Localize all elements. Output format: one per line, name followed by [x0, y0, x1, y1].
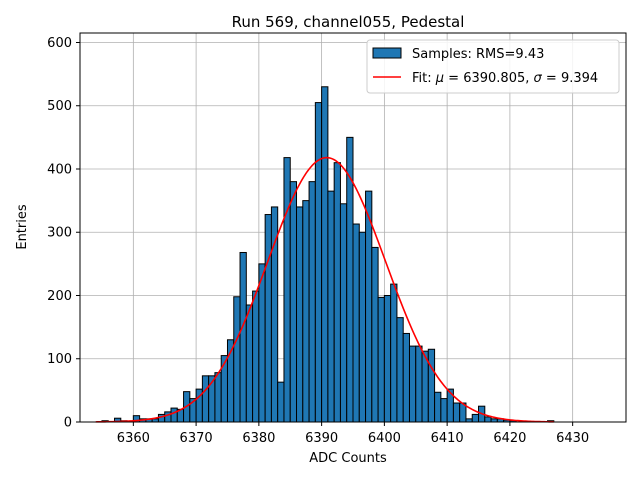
x-tick-label: 6370: [180, 431, 213, 446]
histogram-bars: [101, 86, 555, 423]
histogram-bar: [308, 181, 316, 423]
x-axis-ticks: 6360 6370 6380 6390 6400 6410 6420 6430: [117, 422, 589, 446]
legend-swatch-samples: [372, 47, 402, 59]
histogram-bar: [327, 190, 335, 423]
plot-frame: [79, 32, 627, 423]
histogram-bar: [408, 345, 417, 423]
y-tick-label: 200: [47, 289, 72, 304]
histogram-bar: [264, 214, 272, 423]
histogram-bar: [321, 86, 329, 423]
histogram-bar: [233, 296, 241, 423]
histogram-bar: [214, 372, 222, 423]
histogram-bar: [339, 203, 348, 423]
y-tick-label: 0: [64, 416, 72, 431]
histogram-bar: [302, 200, 310, 423]
histogram-bar: [201, 375, 210, 423]
histogram-bar: [396, 317, 404, 423]
histogram-bar: [484, 416, 492, 423]
chart-title: Run 569, channel055, Pedestal: [232, 13, 465, 31]
legend: Samples: RMS=9.43 Fit: μ = 6390.805, σ =…: [366, 39, 620, 94]
x-tick-label: 6380: [242, 431, 275, 446]
y-axis-title: Entries: [15, 204, 30, 250]
histogram-bar: [277, 381, 285, 423]
y-tick-label: 600: [47, 36, 72, 51]
x-tick-label: 6420: [493, 431, 526, 446]
histogram-bar: [427, 348, 436, 423]
histogram-bar: [415, 345, 423, 423]
histogram-bar: [314, 102, 323, 423]
legend-label-fit: Fit: μ = 6390.805, σ = 9.394: [412, 71, 598, 86]
y-tick-label: 500: [47, 99, 72, 114]
x-tick-label: 6360: [117, 431, 150, 446]
y-tick-label: 100: [47, 352, 72, 367]
legend-box: [366, 39, 620, 94]
histogram-bar: [434, 391, 442, 423]
histogram-bar: [440, 398, 448, 423]
histogram-bar: [239, 251, 247, 423]
histogram-bar: [358, 231, 367, 423]
x-tick-label: 6400: [368, 431, 401, 446]
histogram-bar: [170, 407, 178, 423]
x-axis-title: ADC Counts: [309, 451, 387, 466]
histogram-bar: [471, 413, 480, 423]
y-axis-ticks: 0 100 200 300 400 500 600: [47, 36, 80, 431]
histogram-bar: [452, 402, 461, 423]
histogram-bar: [352, 223, 360, 423]
histogram-bar: [289, 181, 298, 423]
histogram-bar: [296, 206, 304, 423]
histogram-bar: [283, 157, 291, 423]
x-tick-label: 6390: [305, 431, 338, 446]
histogram-bar: [333, 162, 341, 423]
histogram-bar: [371, 246, 379, 423]
histogram-bar: [258, 263, 266, 423]
y-tick-label: 300: [47, 226, 72, 241]
histogram-bar: [383, 294, 392, 423]
histogram-bar: [245, 304, 254, 423]
histogram-bar: [365, 190, 373, 423]
histogram-bar: [252, 290, 260, 423]
histogram-bar: [377, 296, 385, 423]
fit-curve: [95, 156, 554, 423]
histogram-bar: [402, 332, 410, 423]
y-tick-label: 400: [47, 162, 72, 177]
x-tick-label: 6410: [431, 431, 464, 446]
legend-label-samples: Samples: RMS=9.43: [412, 47, 544, 62]
histogram-bar: [390, 283, 398, 423]
x-tick-label: 6430: [556, 431, 589, 446]
